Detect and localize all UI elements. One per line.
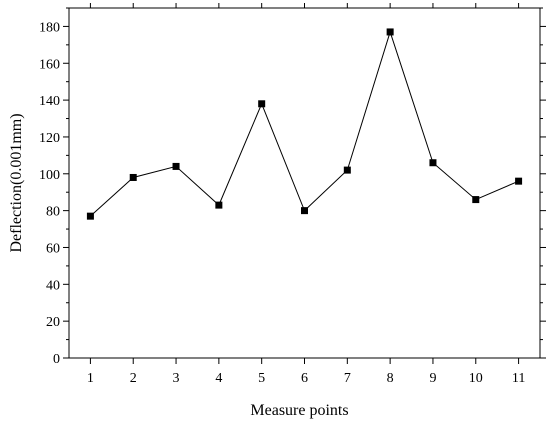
y-axis-title: Deflection(0.001mm) xyxy=(8,113,25,252)
y-tick-label: 120 xyxy=(39,131,60,146)
y-ticks: 0 20 40 60 80 100 120 140 160 180 xyxy=(39,7,546,367)
x-ticks: 1 2 3 4 5 6 7 8 9 10 11 xyxy=(87,3,525,386)
x-tick-label: 6 xyxy=(301,371,308,386)
data-point-marker xyxy=(86,212,94,220)
x-tick-label: 3 xyxy=(173,371,180,386)
series-line xyxy=(90,30,519,217)
y-tick-label: 20 xyxy=(46,315,60,330)
y-tick-label: 0 xyxy=(53,352,60,367)
x-tick-label: 2 xyxy=(130,371,137,386)
x-tick-label: 7 xyxy=(344,371,351,386)
x-tick-label: 5 xyxy=(258,371,265,386)
x-axis-title: Measure points xyxy=(250,402,348,419)
y-tick-label: 80 xyxy=(46,205,60,220)
data-point-marker xyxy=(386,28,394,36)
x-tick-label: 4 xyxy=(215,371,222,386)
x-tick-label: 8 xyxy=(387,371,394,386)
data-point-marker xyxy=(343,166,351,174)
axes xyxy=(68,7,541,359)
series xyxy=(86,28,523,220)
y-tick-label: 40 xyxy=(46,278,60,293)
data-point-marker xyxy=(258,100,266,108)
y-tick-label: 180 xyxy=(39,20,60,35)
y-tick-label: 140 xyxy=(39,94,60,109)
y-tick-label: 160 xyxy=(39,57,60,72)
data-point-marker xyxy=(215,201,223,209)
data-point-marker xyxy=(172,162,180,170)
data-point-marker xyxy=(301,207,308,215)
data-point-marker xyxy=(429,159,437,167)
y-tick-label: 100 xyxy=(39,168,60,183)
x-tick-label: 10 xyxy=(469,371,483,386)
data-point-marker xyxy=(515,177,523,185)
y-tick-label: 60 xyxy=(46,241,60,256)
data-point-marker xyxy=(129,173,137,181)
x-tick-label: 1 xyxy=(87,371,94,386)
data-point-marker xyxy=(472,196,480,204)
x-tick-label: 11 xyxy=(512,371,525,386)
x-tick-label: 9 xyxy=(429,371,436,386)
